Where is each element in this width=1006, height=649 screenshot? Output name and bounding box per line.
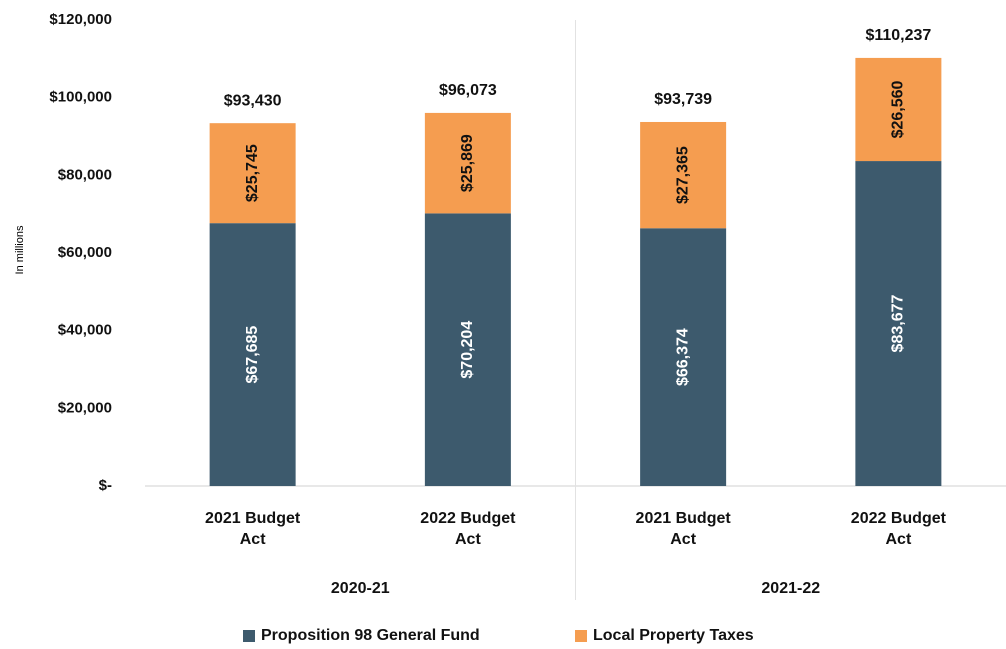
y-tick-label: $- <box>99 477 112 494</box>
total-label: $96,073 <box>439 82 497 99</box>
y-tick-label: $40,000 <box>58 322 112 339</box>
legend-swatch <box>243 630 255 642</box>
total-label: $93,739 <box>654 91 712 108</box>
total-label: $93,430 <box>224 92 282 109</box>
y-axis-label: In millions <box>14 225 26 274</box>
y-tick-label: $60,000 <box>58 244 112 261</box>
bar-segment <box>855 161 942 486</box>
segment-label: $26,560 <box>890 80 907 138</box>
bar-segment <box>209 223 296 486</box>
bar-segment <box>855 57 942 162</box>
x-tick-label: 2021 Budget Act <box>205 510 301 548</box>
segment-label: $83,677 <box>890 295 907 353</box>
group-label: 2020-21 <box>331 580 390 597</box>
y-tick-label: $80,000 <box>58 166 112 183</box>
group-label: 2021-22 <box>761 580 820 597</box>
segment-label: $27,365 <box>674 146 691 204</box>
total-label: $110,237 <box>865 27 931 44</box>
segment-label: $70,204 <box>459 321 476 379</box>
bar-segment <box>209 123 296 224</box>
segment-label: $66,374 <box>674 328 691 386</box>
y-tick-label: $120,000 <box>49 11 112 28</box>
bar-segment <box>640 228 727 487</box>
y-tick-label: $20,000 <box>58 399 112 416</box>
x-tick-label: 2021 Budget Act <box>635 510 731 548</box>
x-tick-label: 2022 Budget Act <box>850 510 946 548</box>
bar-segment <box>424 213 511 487</box>
x-tick-label: 2022 Budget Act <box>420 510 516 548</box>
segment-label: $25,745 <box>244 144 261 202</box>
y-tick-label: $100,000 <box>49 89 112 106</box>
bar-segment <box>424 112 511 214</box>
legend-label: Local Property Taxes <box>593 627 754 644</box>
legend-swatch <box>575 630 587 642</box>
segment-label: $67,685 <box>244 326 261 384</box>
bar-segment <box>640 121 727 229</box>
legend-label: Proposition 98 General Fund <box>261 627 480 644</box>
segment-label: $25,869 <box>459 134 476 192</box>
